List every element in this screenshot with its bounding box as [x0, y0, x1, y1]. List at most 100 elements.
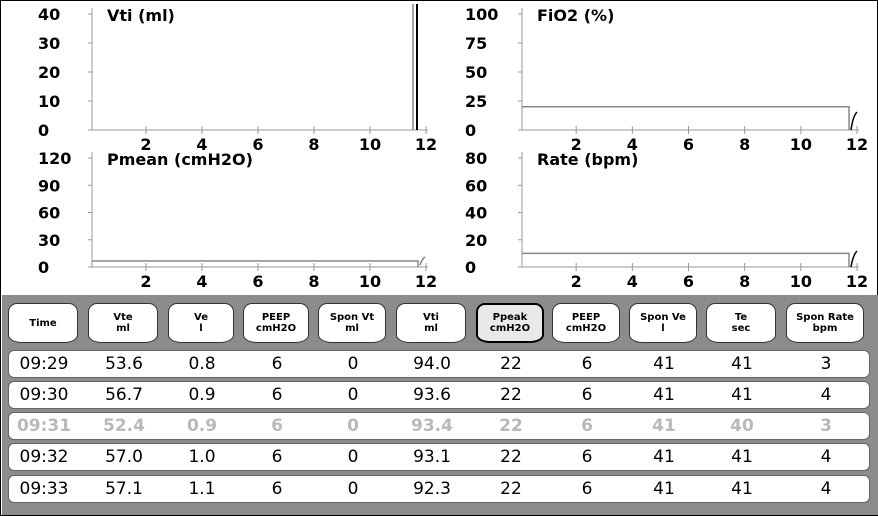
table-row[interactable]: 09:32 57.0 1.0 6 0 93.1 22 6 41 41 4: [8, 443, 870, 471]
time-cell: 09:31: [16, 416, 72, 436]
y-tick-label: 0: [465, 258, 476, 277]
column-header-label: Time: [29, 317, 57, 329]
y-tick-label: 20: [465, 231, 487, 250]
y-tick-label: 60: [38, 204, 60, 223]
column-header-spon-ve-l[interactable]: Spon Ve l: [629, 303, 697, 343]
y-tick-label: 0: [38, 258, 49, 277]
rate-trace: [522, 252, 850, 267]
value-cell: 6: [581, 479, 593, 499]
value-cell: 41: [731, 447, 753, 467]
column-header-peep-cmh2o[interactable]: PEEP cmH2O: [552, 303, 620, 343]
y-tick-label: 30: [38, 231, 60, 250]
value-cell: 41: [653, 354, 675, 374]
column-header-peep-cmh2o[interactable]: PEEP cmH2O: [243, 303, 309, 343]
value-cell: 6: [581, 447, 593, 467]
value-cell: 6: [581, 416, 593, 436]
value-cell: 0: [347, 416, 359, 436]
column-header-te-sec[interactable]: Te sec: [706, 303, 776, 343]
value-cell: 52.4: [103, 416, 145, 436]
column-header-unit: bpm: [812, 323, 838, 334]
time-cell: 09:30: [19, 385, 69, 405]
fio2-trace: [522, 106, 850, 130]
value-cell: 0: [347, 479, 359, 499]
y-tick-label: 100: [465, 5, 498, 24]
y-tick-label: 120: [38, 149, 71, 168]
value-cell: 6: [271, 354, 283, 374]
column-header-vte-ml[interactable]: Vte ml: [88, 303, 158, 343]
x-tick-label: 2: [571, 135, 582, 154]
value-cell: 22: [500, 354, 522, 374]
x-tick-label: 4: [196, 272, 207, 291]
column-header-label: Ppeak: [492, 312, 528, 323]
x-tick-label: 4: [627, 135, 638, 154]
column-header-label: Ve: [194, 312, 208, 323]
column-header-vti-ml[interactable]: Vti ml: [396, 303, 466, 343]
chart-title: Pmean (cmH2O): [107, 150, 253, 169]
column-header-ppeak-cmh2o[interactable]: Ppeak cmH2O: [476, 303, 544, 343]
y-tick-label: 40: [465, 204, 487, 223]
column-header-time[interactable]: Time: [8, 303, 78, 343]
value-cell: 6: [581, 354, 593, 374]
value-cell: 57.0: [105, 447, 143, 467]
chart-title: Vti (ml): [107, 6, 175, 25]
value-cell: 3: [820, 354, 832, 374]
chart-rate: 80 60 40 20 0 Rate (bpm) 2 4 6 8 10 12: [465, 149, 868, 291]
value-cell: 22: [499, 416, 523, 436]
y-tick-label: 80: [465, 149, 487, 168]
x-tick-label: 8: [739, 135, 750, 154]
value-cell: 0.9: [188, 385, 216, 405]
table-row[interactable]: 09:30 56.7 0.9 6 0 93.6 22 6 41 41 4: [8, 381, 870, 409]
fio2-trace-end: [850, 111, 858, 131]
value-cell: 6: [271, 416, 283, 436]
column-header-ve-l[interactable]: Ve l: [168, 303, 234, 343]
x-tick-label: 12: [846, 272, 868, 291]
x-tick-label: 10: [359, 135, 381, 154]
value-cell: 4: [820, 447, 832, 467]
value-cell: 41: [653, 385, 675, 405]
column-header-label: Spon Rate: [796, 312, 854, 323]
column-header-unit: ml: [116, 323, 130, 334]
table-row[interactable]: 09:31 52.4 0.9 6 0 93.4 22 6 41 40 3: [8, 412, 870, 440]
value-cell: 41: [653, 447, 675, 467]
column-header-spon-vt-ml[interactable]: Spon Vt ml: [318, 303, 386, 343]
column-header-unit: l: [661, 323, 665, 334]
x-tick-label: 6: [683, 135, 694, 154]
value-cell: 6: [271, 385, 283, 405]
y-tick-label: 40: [38, 5, 60, 24]
value-cell: 4: [820, 385, 832, 405]
value-cell: 41: [731, 354, 753, 374]
value-cell: 41: [731, 385, 753, 405]
pmean-trace: [92, 260, 419, 267]
column-header-unit: cmH2O: [489, 323, 531, 334]
column-header-unit: sec: [731, 323, 751, 334]
x-tick-label: 10: [359, 272, 381, 291]
value-cell: 6: [581, 385, 593, 405]
x-tick-label: 12: [846, 135, 868, 154]
rate-trace-end: [850, 250, 858, 268]
value-cell: 93.6: [413, 385, 451, 405]
table-row[interactable]: 09:33 57.1 1.1 6 0 92.3 22 6 41 41 4: [8, 475, 870, 503]
value-cell: 57.1: [105, 479, 143, 499]
value-cell: 22: [500, 385, 522, 405]
x-tick-label: 2: [571, 272, 582, 291]
y-tick-label: 10: [38, 92, 60, 111]
time-cell: 09:29: [19, 354, 69, 374]
value-cell: 40: [730, 416, 754, 436]
column-header-label: PEEP: [261, 312, 291, 323]
y-tick-label: 0: [38, 121, 49, 140]
table-row[interactable]: 09:29 53.6 0.8 6 0 94.0 22 6 41 41 3: [8, 350, 870, 378]
x-tick-label: 10: [790, 135, 812, 154]
chart-fio2: 100 75 50 25 0 FiO2 (%) 2 4 6 8 10 12: [465, 5, 868, 154]
column-header-spon-rate-bpm[interactable]: Spon Rate bpm: [786, 303, 864, 343]
value-cell: 22: [500, 447, 522, 467]
trend-table: Time Vte ml Ve l PEEP cmH2O Spon Vt ml Vti ml Ppeak…: [2, 295, 878, 515]
x-tick-label: 6: [252, 135, 263, 154]
time-cell: 09:32: [19, 447, 69, 467]
value-cell: 41: [652, 416, 676, 436]
y-tick-label: 75: [465, 34, 487, 53]
value-cell: 1.1: [188, 479, 216, 499]
column-header-label: PEEP: [571, 312, 601, 323]
y-tick-label: 20: [38, 63, 60, 82]
y-tick-label: 30: [38, 34, 60, 53]
value-cell: 0: [347, 354, 359, 374]
